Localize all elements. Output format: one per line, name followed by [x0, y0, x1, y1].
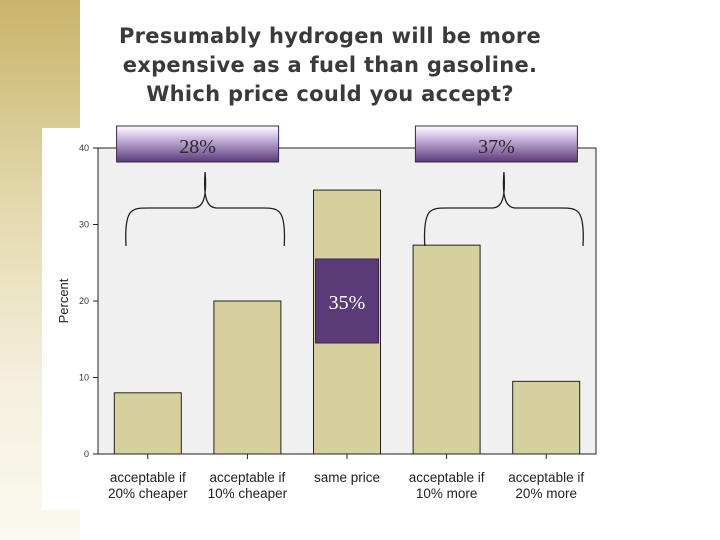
x-tick-label: 20% more [515, 486, 577, 501]
x-tick-label: 10% cheaper [208, 486, 288, 501]
grouping-bracket [125, 171, 286, 247]
annotation-label: 28% [179, 136, 216, 158]
title-line-1: Presumably hydrogen will be more [118, 24, 542, 48]
x-tick-label: acceptable if [508, 470, 584, 485]
y-tick-label: 30 [79, 220, 89, 230]
bar [113, 392, 182, 455]
bar [213, 300, 282, 455]
annotation-box [414, 125, 578, 163]
y-tick-label: 0 [84, 449, 89, 459]
annotation-label: 35% [329, 292, 366, 314]
annotation-box [116, 125, 280, 163]
x-tick-label: 10% more [416, 486, 478, 501]
x-tick-label: acceptable if [209, 470, 285, 485]
bar [512, 380, 581, 455]
x-tick-label: 20% cheaper [108, 486, 188, 501]
x-tick-label: acceptable if [110, 470, 186, 485]
x-tick-label: same price [314, 470, 380, 485]
y-tick-label: 20 [79, 296, 89, 306]
slide-title: Presumably hydrogen will be more expensi… [110, 22, 550, 109]
y-tick-label: 10 [79, 373, 89, 383]
annotations: 28% 35% 37% [116, 125, 578, 344]
y-tick-label: 40 [79, 143, 89, 153]
brackets [125, 171, 584, 247]
bar [412, 244, 481, 455]
annotation-label: 37% [478, 136, 515, 158]
y-axis-label: Percent [56, 278, 71, 323]
annotation-box [315, 258, 379, 344]
y-axis: 0 10 20 30 40 [79, 143, 98, 459]
x-tick-label: acceptable if [409, 470, 485, 485]
grouping-bracket [423, 171, 584, 247]
title-line-2: expensive as a fuel than gasoline. [122, 53, 538, 77]
title-line-3: Which price could you accept? [146, 82, 514, 106]
